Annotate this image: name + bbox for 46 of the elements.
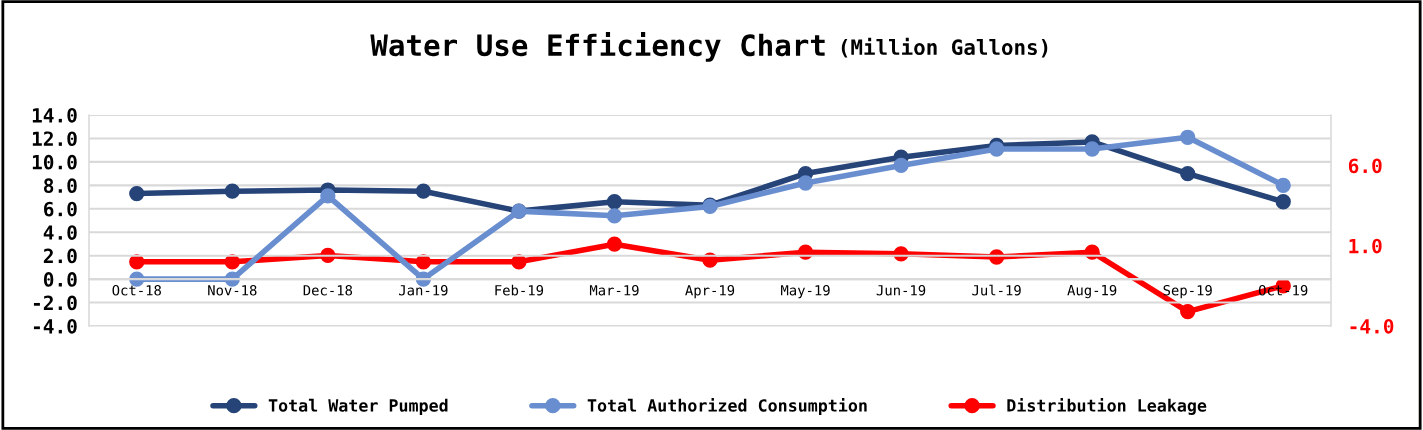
x-tick-label: Apr-19 [685, 284, 735, 299]
y-tick-label: 0.0 [43, 272, 77, 287]
point [1180, 303, 1196, 320]
chart-subtitle: (Million Gallons) [841, 37, 1048, 58]
point [415, 183, 432, 199]
x-tick-label: Oct-18 [112, 284, 161, 296]
point [320, 188, 336, 204]
legend-label: Total Water Pumped [268, 398, 448, 415]
chart-title: Water Use Efficiency Chart [370, 32, 825, 62]
legend-label: Distribution Leakage [1007, 397, 1207, 415]
point [797, 175, 814, 191]
y-tick-label: 8.0 [43, 178, 77, 193]
y-tick-label: 4.0 [43, 225, 77, 240]
y-tick-label: 6.0 [44, 201, 77, 217]
y-tick-label: 12.0 [32, 131, 77, 147]
point [1275, 194, 1291, 210]
x-tick-label: Jan-19 [399, 284, 448, 296]
point [1275, 177, 1291, 193]
point [1180, 129, 1196, 145]
y2-tick-label: -4.0 [1350, 318, 1394, 334]
point [1180, 165, 1196, 182]
point [129, 185, 145, 202]
x-tick-label: Aug-19 [1067, 284, 1117, 299]
x-tick-label: Dec-18 [303, 284, 353, 296]
y-tick-label: -4.0 [33, 318, 77, 334]
y-tick-label: 10.0 [32, 154, 77, 170]
y2-tick-label: 6.0 [1348, 158, 1382, 174]
y-tick-label: 14.0 [32, 107, 77, 123]
point [606, 208, 623, 224]
point [893, 157, 909, 174]
point [224, 183, 240, 199]
y2-tick-label: 1.0 [1349, 238, 1382, 254]
legend-label: Total Authorized Consumption [587, 397, 867, 415]
x-tick-label: Mar-19 [589, 284, 639, 296]
x-tick-label: Nov-18 [208, 284, 257, 296]
x-tick-label: Sep-19 [1163, 284, 1212, 299]
x-tick-label: Feb-19 [495, 284, 544, 296]
x-tick-label: May-19 [781, 284, 830, 299]
x-tick-label: Jul-19 [972, 284, 1021, 296]
y-tick-label: 2.0 [43, 248, 77, 264]
point [988, 141, 1005, 157]
point [1084, 141, 1100, 157]
point [606, 194, 623, 210]
y-tick-label: -2.0 [33, 295, 77, 311]
point [606, 236, 623, 252]
x-tick-label: Jun-19 [876, 284, 926, 296]
